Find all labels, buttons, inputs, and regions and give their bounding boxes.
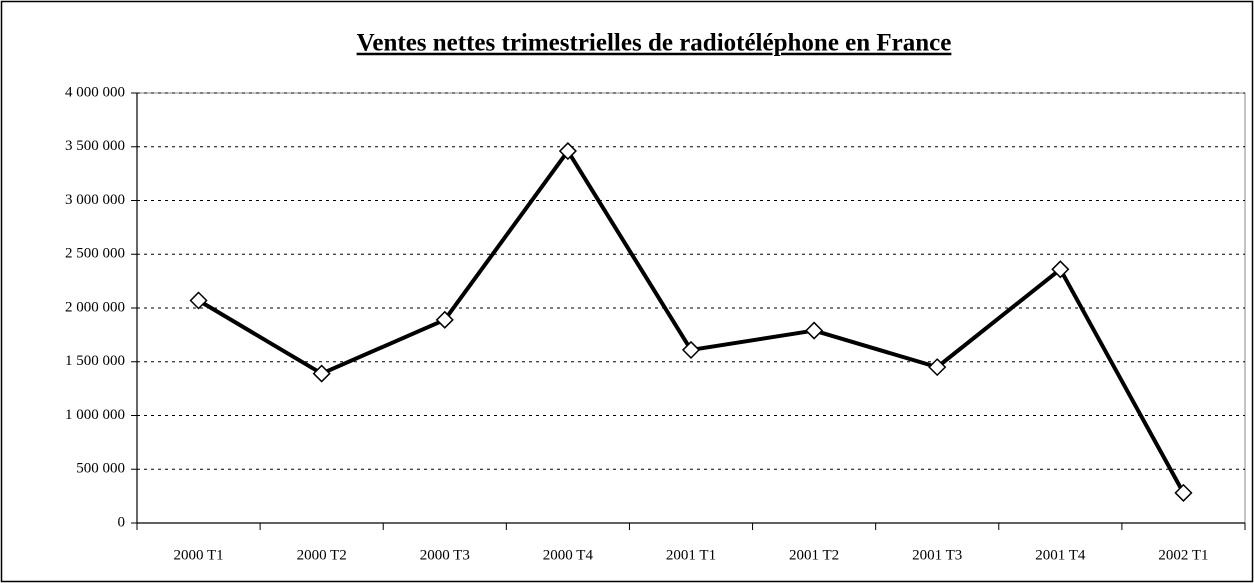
marker (805, 321, 824, 340)
x-tick-label: 2000 T4 (543, 547, 594, 563)
x-tick-label: 2001 T1 (666, 547, 716, 563)
x-tick-label: 2000 T1 (173, 547, 223, 563)
x-tick-label: 2002 T1 (1158, 547, 1208, 563)
marker (928, 358, 947, 377)
x-tick-label: 2001 T3 (912, 547, 962, 563)
marker (1051, 260, 1070, 279)
y-tick-label: 2 000 000 (65, 299, 125, 315)
y-tick-label: 4 000 000 (65, 84, 125, 100)
x-tick-label: 2001 T4 (1035, 547, 1086, 563)
y-tick-label: 2 500 000 (65, 246, 125, 262)
x-tick-label: 2000 T2 (297, 547, 347, 563)
y-tick-label: 3 500 000 (65, 138, 125, 154)
y-tick-label: 500 000 (76, 461, 125, 477)
marker (1174, 483, 1193, 502)
marker (189, 291, 208, 310)
x-tick-label: 2001 T2 (789, 547, 839, 563)
chart-title: Ventes nettes trimestrielles de radiotél… (357, 30, 952, 57)
marker (312, 364, 331, 383)
marker (435, 310, 454, 329)
x-tick-label: 2000 T3 (420, 547, 470, 563)
y-tick-label: 3 000 000 (65, 192, 125, 208)
y-tick-label: 1 500 000 (65, 353, 125, 369)
y-tick-label: 1 000 000 (65, 407, 125, 423)
marker (558, 141, 577, 161)
marker (681, 340, 701, 359)
y-tick-label: 0 (118, 514, 126, 530)
